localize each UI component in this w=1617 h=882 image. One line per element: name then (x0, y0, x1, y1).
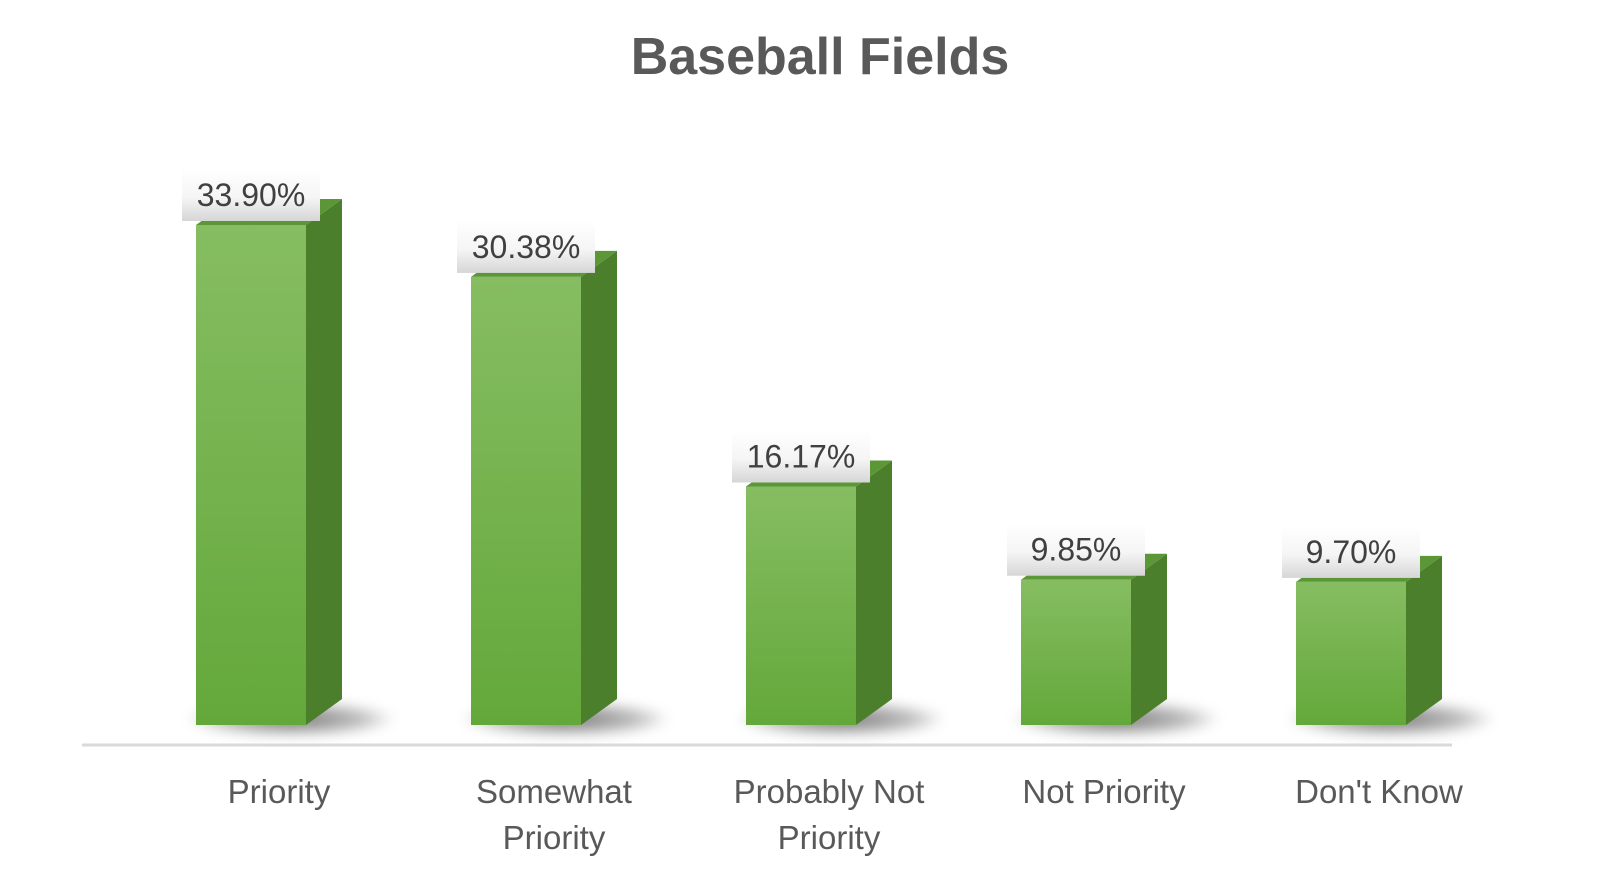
category-labels: Priority Somewhat Priority Probably Not Prio… (228, 773, 1463, 856)
data-label-box (732, 430, 870, 483)
data-label-text: 9.85% (1031, 532, 1122, 568)
bar (746, 460, 892, 725)
data-labels: 33.90% 30.38% 16.17% 9.85% 9.70% (182, 169, 1420, 578)
bar-front (746, 486, 856, 725)
data-label-box (1282, 525, 1420, 578)
data-label: 30.38% (457, 220, 595, 273)
bar-side (1131, 553, 1167, 725)
data-label: 16.17% (732, 430, 870, 483)
data-label-box (1007, 523, 1145, 576)
bar-side (581, 250, 617, 725)
bar-front (1021, 579, 1131, 725)
bar-front (1296, 581, 1406, 725)
bar (1021, 553, 1167, 725)
category-label: Not Priority (1022, 773, 1186, 810)
data-label: 9.70% (1282, 525, 1420, 578)
category-label: Don't Know (1295, 773, 1463, 810)
data-label-text: 16.17% (747, 439, 856, 475)
bar (196, 199, 342, 725)
category-label: Probably Not Priority (734, 773, 925, 856)
bar-front (471, 276, 581, 725)
data-label: 9.85% (1007, 523, 1145, 576)
bar-side (1406, 555, 1442, 725)
bar (1296, 555, 1442, 725)
chart-title: Baseball Fields (631, 28, 1010, 86)
data-label-box (457, 220, 595, 273)
bar-front (196, 225, 306, 725)
bar-side (306, 199, 342, 725)
data-label-text: 33.90% (197, 177, 306, 213)
bar-side (856, 460, 892, 725)
data-label-text: 30.38% (472, 229, 581, 265)
data-label-box (182, 169, 320, 221)
category-label: Priority (228, 773, 331, 810)
bar (471, 250, 617, 725)
data-label-text: 9.70% (1306, 534, 1397, 570)
data-label: 33.90% (182, 169, 320, 221)
category-label: Somewhat Priority (476, 773, 632, 856)
